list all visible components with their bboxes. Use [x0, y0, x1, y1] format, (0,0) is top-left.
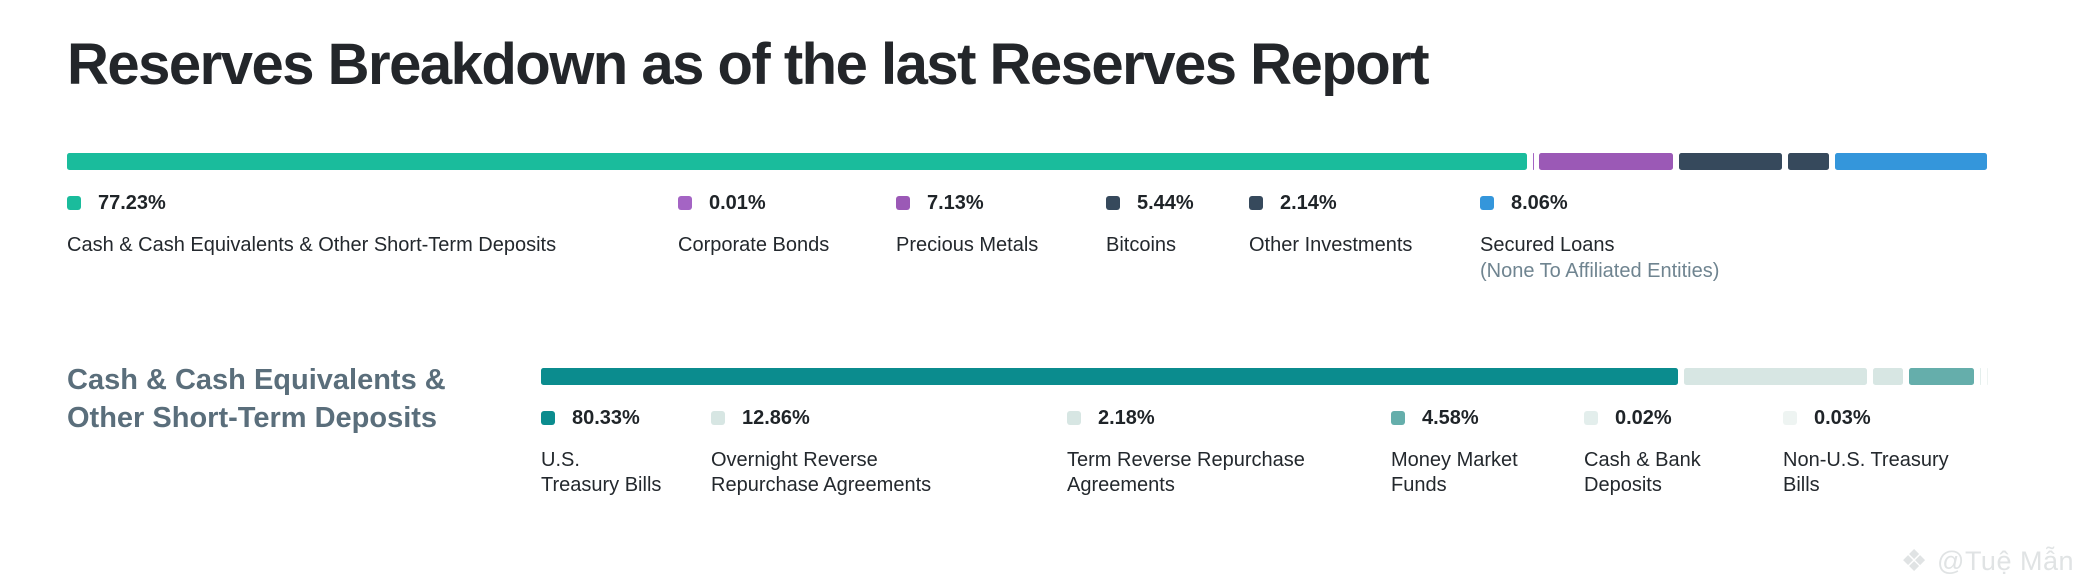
- legend-label: Bitcoins: [1106, 234, 1177, 256]
- cash-equivalents-legend: 80.33% U.S. Treasury Bills 12.86% Overnight…: [541, 407, 1987, 537]
- legend-item-u-s-treasury-bills: 80.33% U.S. Treasury Bills: [541, 407, 663, 498]
- legend-item-corporate-bonds: 0.01% Corporate Bonds: [678, 192, 829, 258]
- legend-item-non-u-s-treasury-bills: 0.03% Non-U.S. Treasury Bills: [1783, 407, 1955, 498]
- watermark-text: @Tuệ Mẫn: [1937, 546, 2074, 576]
- legend-swatch-icon: [1106, 196, 1120, 210]
- legend-label: Overnight Reverse Repurchase Agreements: [711, 449, 932, 496]
- legend-sublabel: (None To Affiliated Entities): [1480, 260, 1720, 282]
- legend-label: Cash & Cash Equivalents & Other Short-Te…: [67, 234, 557, 256]
- cash-equivalents-bar: [541, 368, 1987, 385]
- legend-swatch-icon: [1783, 411, 1797, 425]
- legend-percentage: 7.13%: [927, 191, 984, 214]
- legend-item-term-reverse-repurchase-agreements: 2.18% Term Reverse Repurchase Agreements: [1067, 407, 1359, 498]
- legend-percentage: 4.58%: [1422, 406, 1479, 429]
- legend-percentage: 12.86%: [742, 406, 810, 429]
- legend-label: Term Reverse Repurchase Agreements: [1067, 449, 1305, 496]
- bar-segment-precious-metals[interactable]: [1538, 153, 1674, 170]
- bar-segment-u-s-treasury-bills[interactable]: [541, 368, 1679, 385]
- legend-swatch-icon: [1480, 196, 1494, 210]
- legend-item-secured-loans: 8.06% Secured Loans (None To Affiliated En…: [1480, 192, 1719, 284]
- legend-swatch-icon: [541, 411, 555, 425]
- legend-label: Precious Metals: [896, 234, 1039, 256]
- legend-percentage: 80.33%: [572, 406, 640, 429]
- legend-swatch-icon: [678, 196, 692, 210]
- legend-item-money-market-funds: 4.58% Money Market Funds: [1391, 407, 1563, 498]
- legend-label: U.S. Treasury Bills: [541, 449, 662, 496]
- cash-equivalents-heading: Cash & Cash Equivalents & Other Short-Te…: [67, 364, 446, 434]
- bar-segment-other-investments[interactable]: [1788, 153, 1829, 170]
- legend-swatch-icon: [896, 196, 910, 210]
- legend-label: Secured Loans: [1480, 234, 1615, 256]
- legend-label: Other Investments: [1249, 234, 1413, 256]
- bar-segment-bitcoins[interactable]: [1679, 153, 1783, 170]
- legend-label: Non-U.S. Treasury Bills: [1783, 449, 1949, 496]
- legend-percentage: 2.14%: [1280, 191, 1337, 214]
- legend-label: Cash & Bank Deposits: [1584, 449, 1701, 496]
- bar-segment-money-market-funds[interactable]: [1909, 368, 1975, 385]
- reserves-total-legend: 77.23% Cash & Cash Equivalents & Other Sh…: [67, 192, 1987, 288]
- legend-label: Corporate Bonds: [678, 234, 830, 256]
- legend-swatch-icon: [1584, 411, 1598, 425]
- legend-item-cash-bank-deposits: 0.02% Cash & Bank Deposits: [1584, 407, 1746, 498]
- legend-percentage: 0.01%: [709, 191, 766, 214]
- legend-percentage: 2.18%: [1098, 406, 1155, 429]
- bar-segment-overnight-reverse-repurchase-agreements[interactable]: [1684, 368, 1867, 385]
- reserves-total-bar: [67, 153, 1987, 170]
- legend-percentage: 5.44%: [1137, 191, 1194, 214]
- legend-swatch-icon: [1249, 196, 1263, 210]
- legend-percentage: 0.03%: [1814, 406, 1871, 429]
- legend-percentage: 77.23%: [98, 191, 166, 214]
- legend-item-precious-metals: 7.13% Precious Metals: [896, 192, 1038, 258]
- legend-item-other-investments: 2.14% Other Investments: [1249, 192, 1412, 258]
- watermark: ❖ @Tuệ Mẫn: [1901, 546, 2074, 577]
- legend-swatch-icon: [67, 196, 81, 210]
- bar-segment-secured-loans[interactable]: [1834, 153, 1987, 170]
- watermark-diamond-logo-icon: ❖: [1900, 544, 1929, 578]
- legend-percentage: 8.06%: [1511, 191, 1568, 214]
- legend-swatch-icon: [1391, 411, 1405, 425]
- legend-label: Money Market Funds: [1391, 449, 1518, 496]
- legend-item-overnight-reverse-repurchase-agreements: 12.86% Overnight Reverse Repurchase Agree…: [711, 407, 983, 498]
- legend-item-bitcoins: 5.44% Bitcoins: [1106, 192, 1194, 258]
- legend-swatch-icon: [711, 411, 725, 425]
- legend-swatch-icon: [1067, 411, 1081, 425]
- cash-equivalents-section: Cash & Cash Equivalents & Other Short-Te…: [67, 364, 1987, 537]
- page-title: Reserves Breakdown as of the last Reserv…: [67, 32, 1430, 97]
- bar-segment-cash-cash-equivalents-other-short-term-deposits[interactable]: [67, 153, 1527, 170]
- bar-segment-term-reverse-repurchase-agreements[interactable]: [1872, 368, 1904, 385]
- legend-item-cash-cash-equivalents-other-short-term-deposits: 77.23% Cash & Cash Equivalents & Other Sh…: [67, 192, 556, 258]
- legend-percentage: 0.02%: [1615, 406, 1672, 429]
